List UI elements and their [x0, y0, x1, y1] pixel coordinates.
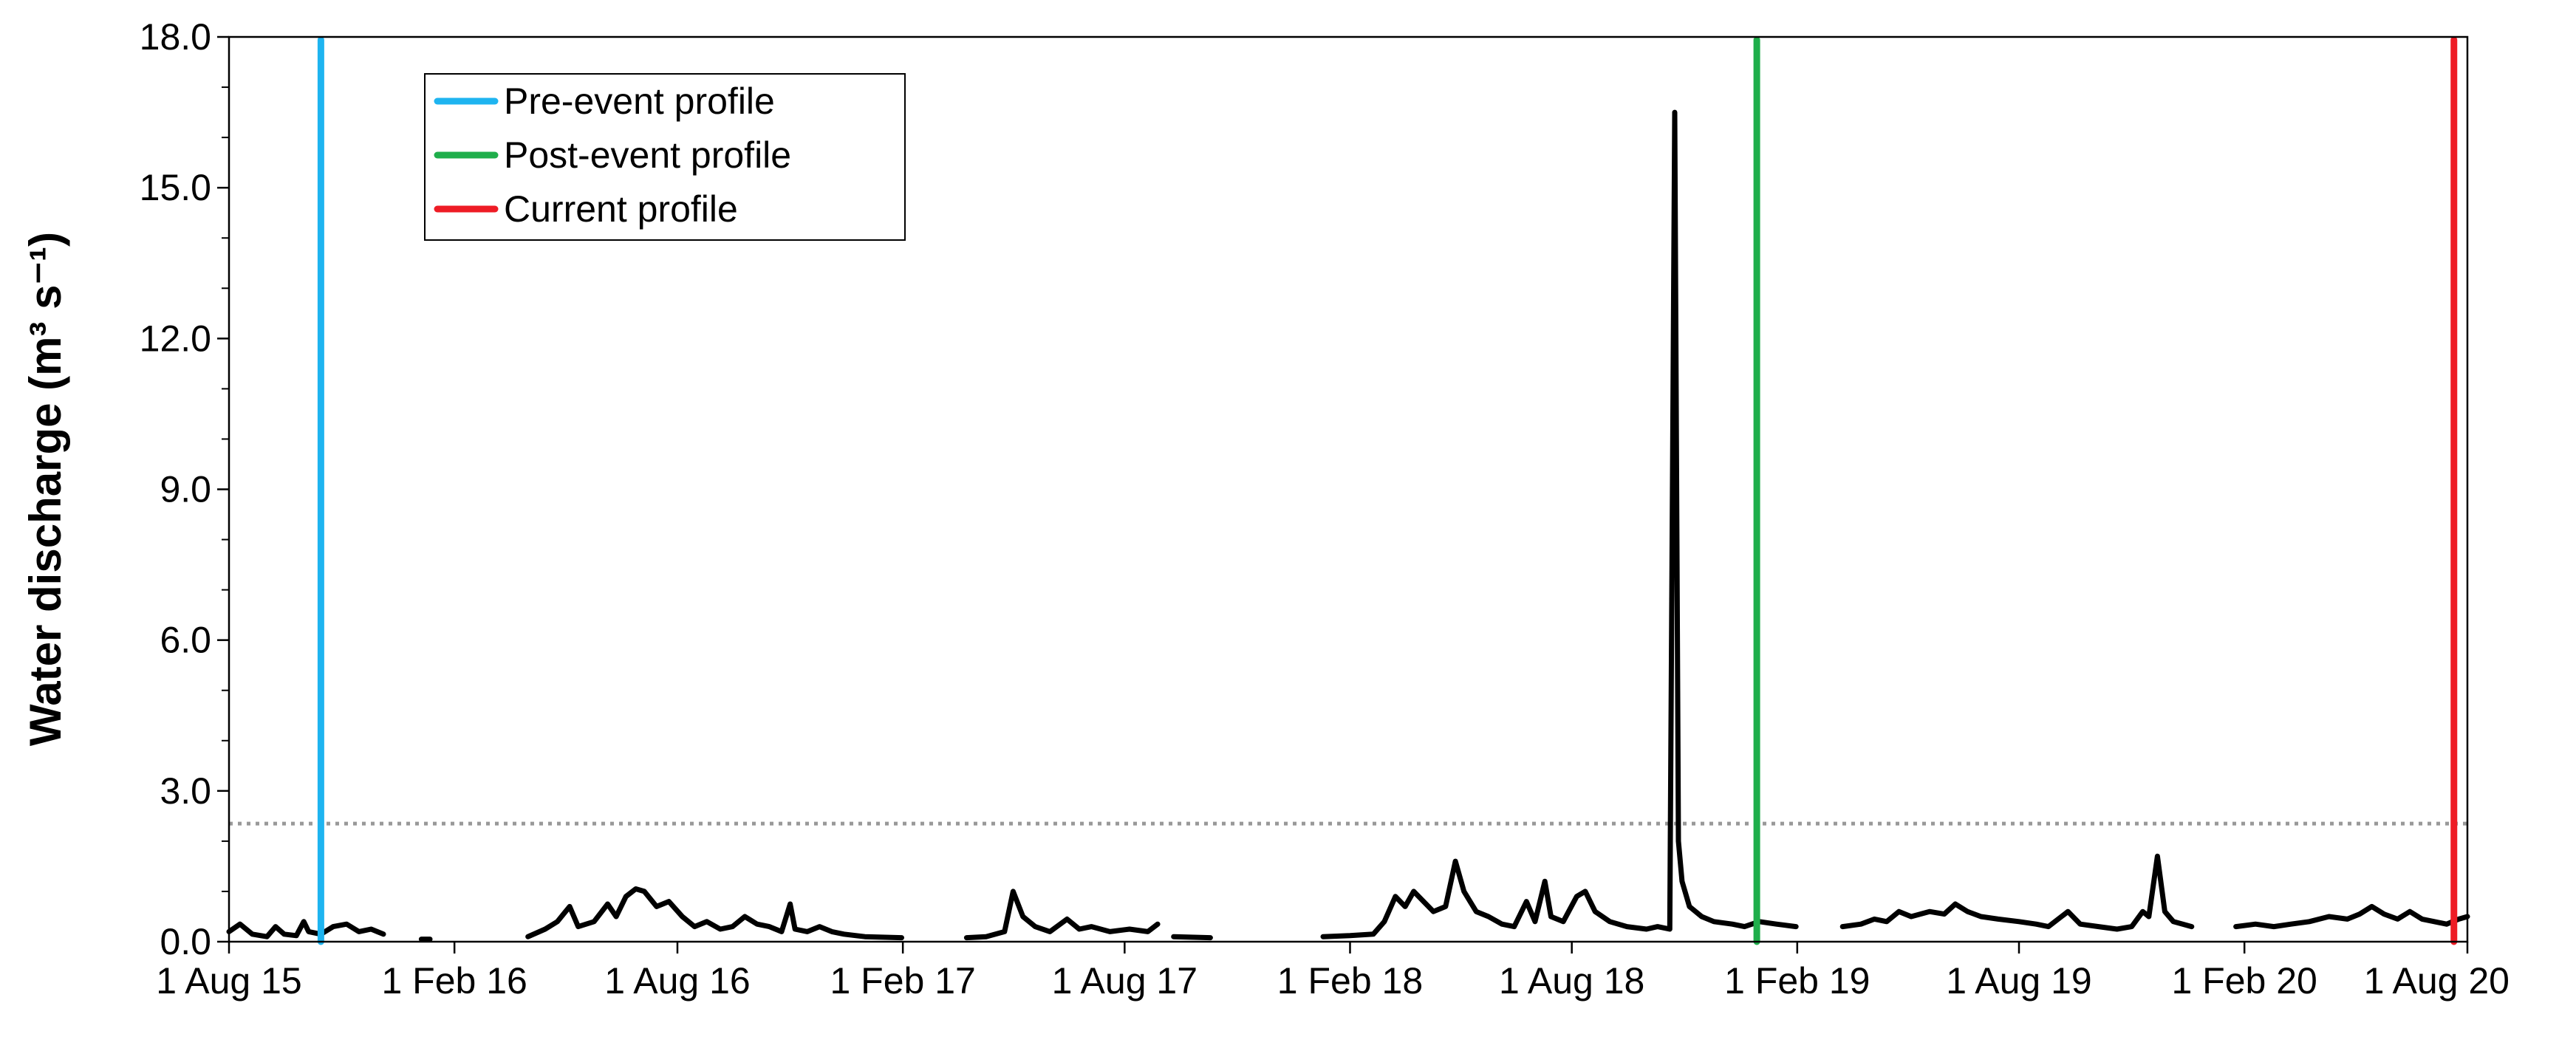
x-tick-label: 1 Feb 17	[830, 960, 975, 1002]
x-tick-label: 1 Aug 17	[1052, 960, 1198, 1002]
legend-box	[424, 73, 906, 241]
discharge-series-line	[1320, 109, 1799, 939]
legend: Pre-event profile Post-event profile Curre…	[424, 73, 906, 241]
profile-layer	[317, 36, 2458, 945]
legend-label: Post-event profile	[504, 134, 791, 176]
y-tick-label: 18.0	[140, 16, 211, 58]
y-tick-label: 9.0	[160, 469, 211, 510]
y-tick-label: 3.0	[160, 770, 211, 812]
y-tick-label: 15.0	[140, 167, 211, 208]
y-axis-label: Water discharge (m³ s⁻¹)	[21, 232, 70, 746]
x-tick-label: 1 Feb 20	[2171, 960, 2317, 1002]
x-tick-label: 1 Feb 19	[1724, 960, 1870, 1002]
legend-label: Pre-event profile	[504, 81, 775, 122]
y-tick-label: 0.0	[160, 921, 211, 962]
y-tick-label: 6.0	[160, 620, 211, 661]
discharge-series-line	[1839, 853, 2195, 932]
x-tick-label: 1 Aug 15	[156, 960, 301, 1002]
x-tick-label: 1 Feb 18	[1277, 960, 1423, 1002]
discharge-series-line	[226, 919, 386, 939]
x-tick-label: 1 Aug 18	[1499, 960, 1644, 1002]
discharge-series-line	[2233, 903, 2470, 930]
legend-label: Current profile	[504, 188, 738, 230]
x-tick-label: 1 Aug 19	[1946, 960, 2091, 1002]
discharge-series-line	[525, 886, 904, 941]
y-tick-label: 12.0	[140, 318, 211, 359]
discharge-series-line	[963, 889, 1161, 941]
series-layer	[226, 109, 2470, 942]
x-tick-label: 1 Aug 20	[2364, 960, 2510, 1002]
x-tick-label: 1 Feb 16	[381, 960, 527, 1002]
x-tick-label: 1 Aug 16	[604, 960, 750, 1002]
axis-layer: 0.0 3.0 6.0 9.0 12.0 15.0 18.0 1 Aug 15 1 Feb 16…	[140, 16, 2510, 1002]
